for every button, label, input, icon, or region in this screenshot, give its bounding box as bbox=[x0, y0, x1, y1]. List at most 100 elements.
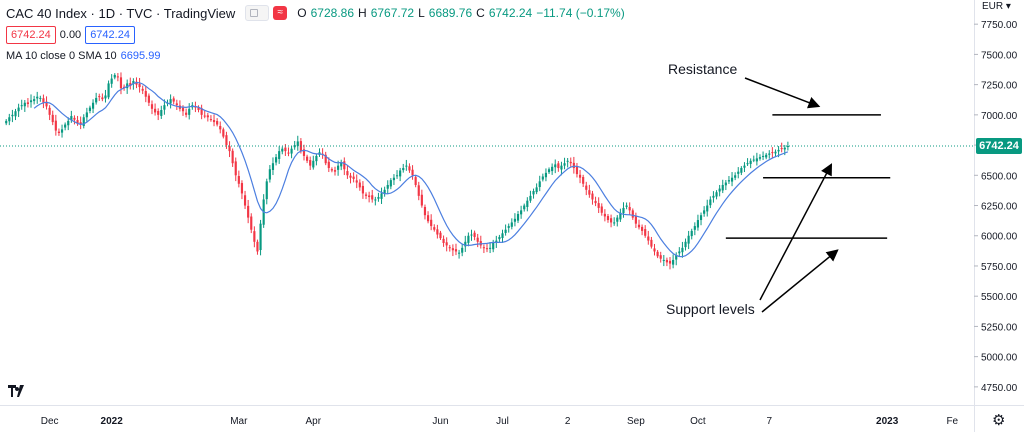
candle-body bbox=[408, 166, 411, 171]
candle-body bbox=[67, 120, 70, 126]
candle-body bbox=[287, 152, 290, 154]
candle-body bbox=[715, 192, 718, 197]
candle-body bbox=[616, 217, 619, 222]
candle-body bbox=[306, 156, 309, 161]
candle-body bbox=[464, 241, 467, 247]
candle-body bbox=[672, 259, 675, 265]
candle-body bbox=[51, 114, 54, 123]
candle-body bbox=[470, 234, 473, 236]
symbol-title[interactable]: CAC 40 Index · 1D · TVC · TradingView bbox=[6, 5, 236, 21]
x-tick-label: 2 bbox=[565, 416, 571, 427]
candle-body bbox=[613, 222, 616, 224]
candle-body bbox=[113, 74, 116, 78]
currency-selector[interactable]: EUR ▾ bbox=[982, 1, 1011, 12]
y-tick-label: 5500.00 bbox=[981, 292, 1018, 303]
candle-body bbox=[8, 117, 11, 122]
candle-body bbox=[309, 160, 312, 166]
candle-body bbox=[737, 171, 740, 174]
bid-ask-row: 6742.24 0.00 6742.24 bbox=[6, 26, 135, 44]
annotation-arrow bbox=[761, 249, 839, 313]
chevron-down-icon[interactable]: ▾ bbox=[1003, 1, 1011, 12]
candle-body bbox=[402, 168, 405, 171]
visibility-toggle[interactable] bbox=[245, 5, 270, 21]
candle-body bbox=[433, 227, 436, 230]
candle-body bbox=[730, 177, 734, 182]
candle-body bbox=[200, 108, 203, 115]
high-label: H bbox=[358, 6, 367, 20]
candle-body bbox=[513, 218, 517, 222]
candle-body bbox=[653, 248, 656, 252]
candle-body bbox=[79, 122, 82, 125]
candle-body bbox=[420, 194, 423, 206]
bid-price[interactable]: 6742.24 bbox=[6, 26, 56, 44]
candle-body bbox=[60, 129, 64, 133]
candle-body bbox=[371, 195, 374, 200]
candle-body bbox=[520, 210, 523, 215]
x-tick-label: Mar bbox=[230, 416, 248, 427]
candle-body bbox=[746, 163, 749, 165]
candle-body bbox=[284, 147, 287, 152]
candle-body bbox=[721, 184, 724, 191]
candle-body bbox=[26, 102, 30, 104]
candle-body bbox=[510, 222, 513, 227]
candle-body bbox=[749, 160, 752, 164]
candle-body bbox=[675, 255, 678, 260]
candle-body bbox=[247, 205, 250, 218]
candle-body bbox=[526, 200, 529, 207]
candle-body bbox=[678, 251, 681, 254]
candle-body bbox=[523, 205, 526, 210]
candle-body bbox=[181, 107, 185, 112]
ask-price[interactable]: 6742.24 bbox=[85, 26, 135, 44]
candle-body bbox=[110, 78, 113, 84]
candle-body bbox=[631, 210, 634, 218]
candle-body bbox=[591, 193, 594, 200]
candle-body bbox=[529, 195, 532, 201]
compare-toggle-icon[interactable]: ≈ bbox=[273, 6, 288, 20]
candle-body bbox=[349, 175, 352, 178]
candle-body bbox=[501, 233, 504, 239]
candle-body bbox=[395, 175, 399, 177]
candle-body bbox=[572, 162, 575, 169]
candle-body bbox=[668, 260, 672, 264]
candle-body bbox=[625, 205, 628, 207]
candle-body bbox=[752, 159, 755, 161]
currency-label[interactable]: EUR bbox=[982, 1, 1004, 12]
candle-body bbox=[448, 247, 451, 249]
candle-body bbox=[14, 111, 17, 117]
candle-body bbox=[11, 114, 14, 117]
candle-body bbox=[489, 247, 492, 249]
candle-body bbox=[665, 259, 668, 263]
candle-body bbox=[82, 117, 85, 126]
candle-body bbox=[42, 98, 45, 103]
candle-body bbox=[414, 177, 417, 185]
candle-body bbox=[163, 105, 166, 110]
ma-legend[interactable]: MA 10 close 0 SMA 10 6695.99 bbox=[6, 50, 160, 62]
gear-icon[interactable]: ⚙ bbox=[992, 412, 1006, 429]
candle-body bbox=[426, 215, 430, 222]
candle-body bbox=[603, 213, 606, 217]
candle-body bbox=[324, 154, 327, 164]
symbol-legend[interactable]: CAC 40 Index · 1D · TVC · TradingView ≈ … bbox=[6, 5, 625, 21]
candle-body bbox=[411, 169, 414, 176]
annotation-arrows bbox=[744, 77, 839, 313]
close-value: 6742.24 bbox=[488, 6, 533, 20]
candle-body bbox=[250, 216, 253, 230]
candle-body bbox=[554, 164, 557, 168]
candle-body bbox=[650, 239, 653, 247]
candle-body bbox=[209, 119, 213, 121]
candle-body bbox=[116, 76, 119, 78]
candle-body bbox=[783, 147, 786, 150]
ma-label[interactable]: MA 10 close 0 SMA 10 bbox=[6, 50, 117, 62]
candle-body bbox=[73, 117, 76, 120]
candle-body bbox=[302, 149, 306, 156]
x-tick-label: Dec bbox=[41, 416, 59, 427]
candle-body bbox=[23, 102, 26, 107]
horizontal-levels[interactable] bbox=[725, 114, 891, 239]
tradingview-logo-icon[interactable] bbox=[8, 385, 30, 404]
candle-body bbox=[786, 146, 789, 148]
candle-body bbox=[544, 172, 548, 178]
last-price-label: 6742.24 bbox=[976, 138, 1022, 154]
candle-body bbox=[774, 151, 777, 154]
